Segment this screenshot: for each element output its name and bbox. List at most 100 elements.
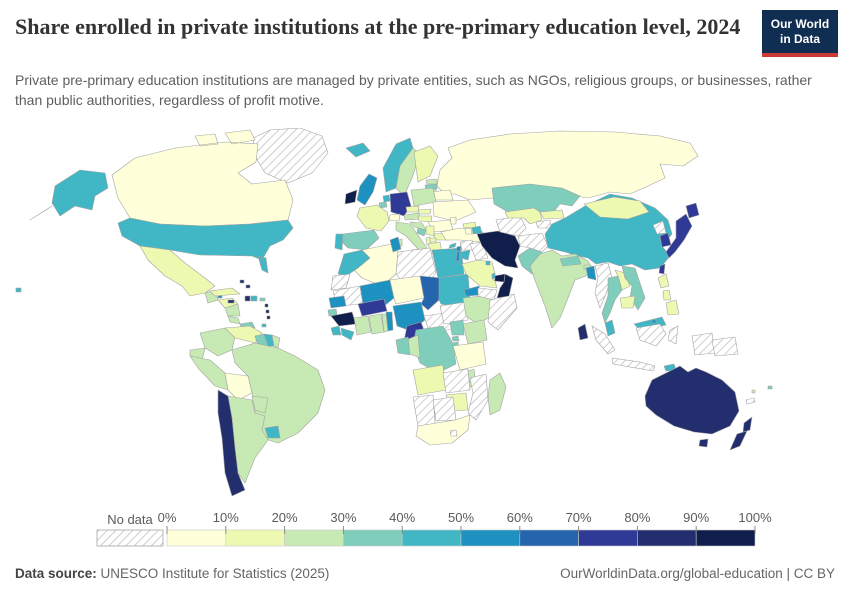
country-zambia[interactable] bbox=[442, 368, 471, 394]
country-morocco[interactable] bbox=[337, 249, 371, 277]
country-new-zealand[interactable] bbox=[729, 416, 753, 451]
country-burkina-faso[interactable] bbox=[357, 298, 388, 317]
country-portugal[interactable] bbox=[334, 233, 344, 251]
country-haiti[interactable] bbox=[244, 295, 251, 302]
country-costa-rica[interactable] bbox=[227, 315, 241, 325]
country-vanuatu[interactable] bbox=[751, 389, 756, 394]
country-nepal[interactable] bbox=[559, 255, 582, 267]
country-gabon[interactable] bbox=[395, 336, 411, 356]
country-new-caledonia[interactable] bbox=[745, 397, 756, 405]
country-chile[interactable] bbox=[217, 389, 246, 497]
country-benin[interactable] bbox=[385, 311, 394, 332]
legend-bin-9[interactable] bbox=[695, 529, 756, 547]
country-south-africa[interactable] bbox=[415, 414, 471, 446]
country-iceland[interactable] bbox=[345, 142, 371, 158]
owid-link[interactable]: OurWorldinData.org/global-education | CC… bbox=[560, 566, 835, 581]
country-belgium[interactable] bbox=[378, 201, 388, 209]
country-egypt[interactable] bbox=[431, 247, 465, 279]
country-latvia[interactable] bbox=[424, 183, 438, 190]
country-ukraine[interactable] bbox=[432, 199, 477, 221]
country-paraguay[interactable] bbox=[251, 395, 269, 414]
country-jamaica[interactable] bbox=[227, 299, 235, 304]
country-botswana[interactable] bbox=[432, 396, 457, 422]
country-india[interactable] bbox=[529, 249, 593, 329]
country-liberia[interactable] bbox=[340, 327, 355, 341]
legend-bin-7[interactable] bbox=[578, 529, 638, 547]
country-cote-divoire[interactable] bbox=[353, 315, 372, 336]
country-chad[interactable] bbox=[419, 275, 442, 311]
country-usa[interactable] bbox=[15, 169, 294, 293]
country-qatar[interactable] bbox=[491, 272, 496, 280]
country-ireland[interactable] bbox=[344, 189, 358, 205]
country-cyprus[interactable] bbox=[448, 242, 457, 249]
country-namibia[interactable] bbox=[412, 394, 436, 427]
country-tanzania[interactable] bbox=[452, 341, 487, 371]
country-spain[interactable] bbox=[339, 229, 380, 251]
legend-no-data-swatch[interactable] bbox=[96, 529, 164, 547]
country-germany[interactable] bbox=[389, 191, 412, 217]
country-senegal[interactable] bbox=[328, 295, 347, 309]
country-jordan[interactable] bbox=[460, 249, 471, 261]
legend-bin-0[interactable] bbox=[166, 529, 227, 547]
country-australia[interactable] bbox=[644, 365, 740, 448]
country-estonia[interactable] bbox=[425, 178, 438, 185]
country-czechia[interactable] bbox=[405, 205, 420, 213]
legend-bin-8[interactable] bbox=[637, 529, 697, 547]
country-madagascar[interactable] bbox=[487, 372, 507, 416]
country-vietnam[interactable] bbox=[621, 265, 646, 311]
legend-bin-2[interactable] bbox=[284, 529, 344, 547]
country-somalia[interactable] bbox=[487, 293, 518, 331]
country-kyrgyzstan[interactable] bbox=[539, 209, 565, 220]
country-saudi-arabia[interactable] bbox=[461, 259, 498, 289]
country-bangladesh[interactable] bbox=[585, 265, 597, 281]
country-trinidad-and-tobago[interactable] bbox=[261, 323, 267, 328]
legend-bin-4[interactable] bbox=[401, 529, 462, 547]
country-lesser-antilles[interactable] bbox=[264, 303, 271, 320]
country-mongolia[interactable] bbox=[583, 196, 650, 220]
country-japan[interactable] bbox=[665, 202, 700, 259]
country-tunisia[interactable] bbox=[389, 236, 402, 253]
country-uae[interactable] bbox=[493, 273, 506, 283]
country-serbia[interactable] bbox=[425, 225, 435, 237]
country-lebanon[interactable] bbox=[455, 245, 462, 252]
country-sierra-leone[interactable] bbox=[330, 325, 342, 336]
country-greenland[interactable] bbox=[252, 128, 329, 184]
country-poland[interactable] bbox=[410, 187, 437, 207]
country-angola[interactable] bbox=[412, 364, 447, 396]
country-uganda[interactable] bbox=[449, 319, 465, 336]
country-austria[interactable] bbox=[403, 212, 421, 221]
country-bosnia[interactable] bbox=[416, 227, 427, 237]
country-peru[interactable] bbox=[189, 355, 229, 391]
country-north-macedonia[interactable] bbox=[429, 237, 437, 243]
country-azerbaijan[interactable] bbox=[471, 225, 483, 235]
country-rwanda[interactable] bbox=[451, 335, 460, 342]
country-france[interactable] bbox=[356, 204, 390, 232]
country-north-korea[interactable] bbox=[652, 220, 667, 235]
country-finland[interactable] bbox=[413, 145, 439, 183]
legend-bin-1[interactable] bbox=[225, 529, 285, 547]
country-dominican-republic[interactable] bbox=[250, 295, 258, 302]
country-sri-lanka[interactable] bbox=[577, 323, 589, 341]
country-indonesia[interactable] bbox=[591, 323, 716, 372]
country-slovakia[interactable] bbox=[417, 208, 432, 215]
country-brunei[interactable] bbox=[651, 319, 657, 324]
country-bahamas[interactable] bbox=[239, 279, 251, 289]
legend-bin-3[interactable] bbox=[343, 529, 403, 547]
country-armenia[interactable] bbox=[464, 227, 473, 235]
country-myanmar[interactable] bbox=[594, 262, 613, 309]
legend-bin-6[interactable] bbox=[519, 529, 579, 547]
country-lesotho[interactable] bbox=[449, 429, 458, 437]
country-switzerland[interactable] bbox=[388, 213, 401, 222]
country-nicaragua[interactable] bbox=[224, 303, 241, 317]
country-hungary[interactable] bbox=[417, 215, 433, 223]
country-yemen[interactable] bbox=[477, 287, 498, 301]
country-bolivia[interactable] bbox=[224, 372, 253, 401]
country-fiji[interactable] bbox=[767, 385, 773, 390]
country-netherlands[interactable] bbox=[382, 194, 391, 203]
country-israel[interactable] bbox=[455, 250, 461, 263]
country-philippines[interactable] bbox=[657, 273, 680, 316]
legend-bin-5[interactable] bbox=[460, 529, 521, 547]
country-united-kingdom[interactable] bbox=[356, 173, 378, 206]
country-taiwan[interactable] bbox=[658, 263, 666, 275]
country-georgia[interactable] bbox=[462, 221, 477, 229]
